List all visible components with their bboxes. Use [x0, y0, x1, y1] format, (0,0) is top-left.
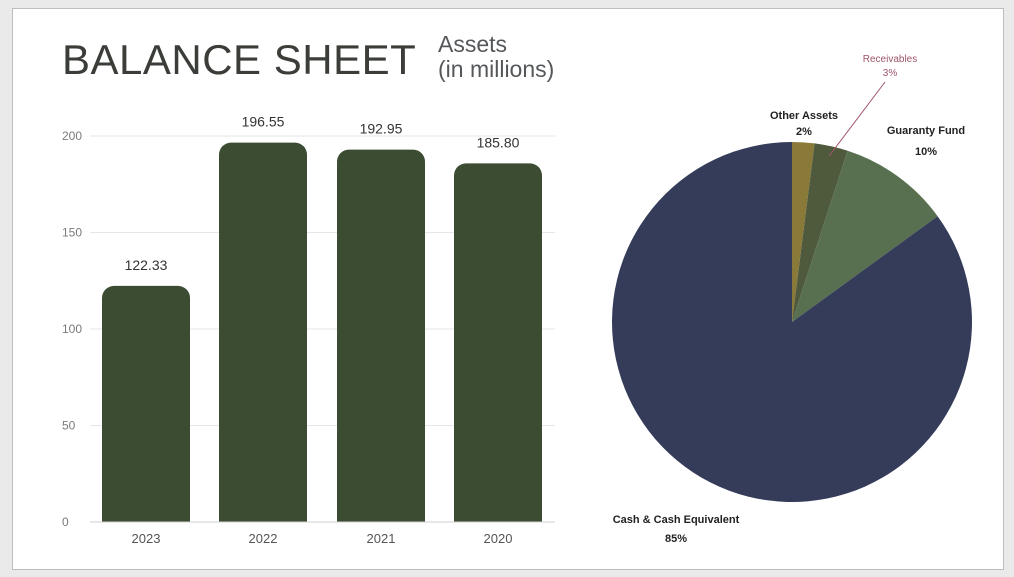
- bar-data-label: 192.95: [360, 121, 403, 137]
- bar: [219, 142, 307, 522]
- bar-data-label: 122.33: [125, 257, 168, 273]
- x-tick-label: 2021: [367, 531, 396, 546]
- x-tick-label: 2022: [249, 531, 278, 546]
- bar-base: [337, 510, 425, 522]
- y-tick-label: 0: [62, 515, 69, 529]
- subtitle-line-1: Assets: [438, 31, 508, 57]
- pie-slice: [792, 150, 938, 322]
- pie-label-receivables: Receivables: [863, 54, 917, 65]
- y-tick-label: 50: [62, 419, 76, 433]
- y-tick-label: 200: [62, 129, 82, 143]
- bar-base: [454, 510, 542, 522]
- pie-slice: [792, 142, 815, 322]
- pie-slice: [612, 142, 972, 503]
- x-tick-label: 2023: [132, 531, 161, 546]
- bar: [337, 149, 425, 522]
- pie-pct-guaranty-fund: 10%: [915, 146, 937, 158]
- y-tick-label: 150: [62, 226, 82, 240]
- pie-label-cash: Cash & Cash Equivalent: [613, 514, 740, 526]
- pie-slice: [792, 143, 848, 322]
- subtitle-line-2: (in millions): [438, 56, 555, 82]
- bar-data-label: 196.55: [242, 114, 285, 130]
- chart-subtitle: Assets (in millions): [438, 32, 554, 82]
- y-tick-label: 100: [62, 322, 82, 336]
- pie-pct-cash: 85%: [665, 533, 687, 545]
- pie-pct-other-assets: 2%: [796, 126, 812, 138]
- page-title: BALANCE SHEET: [62, 36, 417, 83]
- pie-pct-receivables: 3%: [883, 68, 898, 79]
- x-tick-label: 2020: [484, 531, 513, 546]
- pie-leader-line: [828, 81, 886, 157]
- pie-label-other-assets: Other Assets: [770, 110, 838, 122]
- bar-base: [219, 510, 307, 522]
- bar: [102, 285, 190, 522]
- bar-base: [102, 510, 190, 522]
- pie-label-guaranty-fund: Guaranty Fund: [887, 125, 965, 137]
- bar-data-label: 185.80: [477, 134, 520, 150]
- bar: [454, 163, 542, 522]
